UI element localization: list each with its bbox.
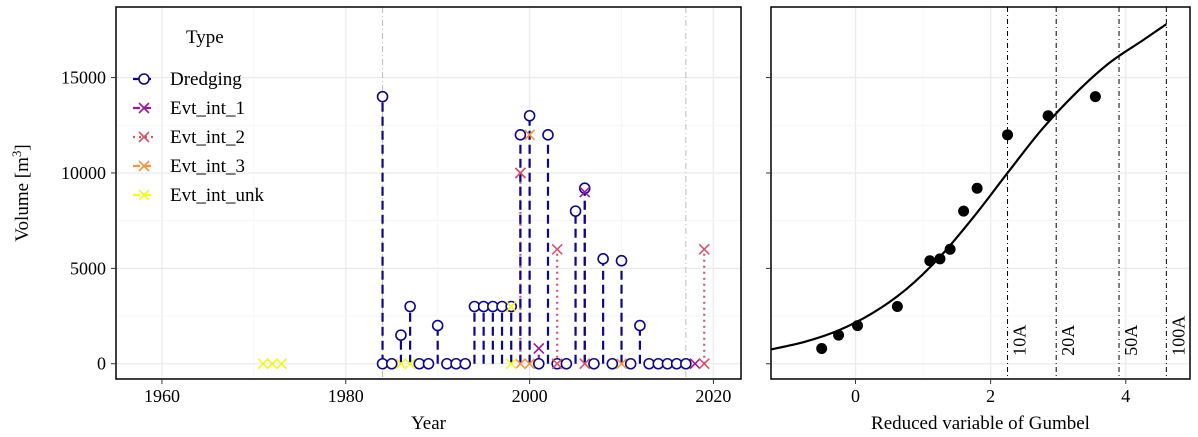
marker-dredging — [542, 129, 554, 141]
legend-label: Evt_int_2 — [170, 127, 245, 148]
panel-border — [770, 6, 1191, 380]
legend-key-marker — [138, 160, 150, 172]
y-tick-label: 0 — [97, 354, 106, 374]
marker-dredging — [597, 253, 609, 265]
legend-label: Evt_int_unk — [170, 185, 264, 206]
marker-dredging — [523, 109, 536, 122]
y-axis-title-superscript: 3 — [9, 151, 24, 158]
marker-dredging — [634, 319, 646, 332]
gumbel-fit-curve — [770, 23, 1167, 351]
y-tick-label: 15000 — [61, 68, 106, 88]
panel-border — [115, 6, 742, 380]
x-tick-label: 2 — [986, 386, 995, 406]
marker-dredging — [422, 357, 435, 370]
gumbel-point — [944, 243, 956, 255]
marker-evt_int_unk — [275, 358, 288, 370]
gumbel-point — [816, 342, 828, 354]
marker-dredging — [680, 357, 692, 370]
marker-evt_int_2 — [551, 243, 563, 255]
legend-item-evt_int_unk: Evt_int_unk — [133, 185, 264, 206]
x-axis-title: Year — [411, 413, 447, 434]
right-panel: 10A 20A 50A 100A 0 2 4 Reduced variable of Gumb… — [766, 6, 1191, 434]
legend-key-marker — [138, 73, 150, 85]
x-tick-label: 1980 — [328, 386, 364, 406]
marker-evt_int_2 — [579, 358, 591, 370]
legend-key-marker — [138, 131, 150, 143]
marker-evt_int_3 — [615, 358, 628, 370]
marker-dredging — [588, 357, 600, 370]
legend: Type Dredging Evt_int_1 Evt_int_2 Evt_int_3 E… — [133, 27, 264, 206]
marker-dredging — [532, 357, 545, 370]
gumbel-point — [852, 320, 864, 332]
legend-label: Dredging — [170, 69, 242, 90]
return-period-label: 10A — [1010, 325, 1030, 356]
marker-evt_int_unk — [505, 300, 517, 313]
legend-item-evt_int_2: Evt_int_2 — [133, 127, 245, 148]
return-period-label: 20A — [1058, 325, 1078, 356]
return-period-label: 100A — [1168, 316, 1188, 356]
marker-evt_int_2 — [698, 243, 710, 255]
gumbel-point — [1042, 110, 1054, 122]
marker-evt_int_unk — [395, 358, 407, 370]
marker-dredging — [514, 129, 527, 141]
marker-evt_int_unk — [257, 358, 269, 370]
gumbel-point — [891, 301, 903, 313]
marker-evt_int_2 — [514, 167, 526, 179]
marker-dredging — [569, 205, 582, 217]
y-axis-title-base: Volume [m — [12, 157, 33, 242]
marker-dredging — [395, 329, 407, 341]
marker-evt_int_3 — [524, 129, 536, 141]
legend-item-evt_int_1: Evt_int_1 — [133, 98, 245, 119]
gumbel-point — [1089, 91, 1101, 103]
marker-evt_int_2 — [551, 358, 563, 370]
marker-dredging — [624, 357, 637, 370]
x-tick-label: 0 — [851, 386, 860, 406]
y-tick-label: 5000 — [70, 258, 106, 278]
marker-dredging — [459, 357, 472, 370]
x-tick-label: 2000 — [512, 386, 548, 406]
gumbel-point — [924, 255, 936, 267]
legend-key-marker — [138, 189, 150, 201]
marker-evt_int_3 — [514, 358, 526, 370]
marker-dredging — [376, 90, 389, 103]
gumbel-point — [958, 205, 970, 217]
gumbel-point — [934, 253, 946, 265]
marker-dredging — [606, 357, 619, 370]
legend-title: Type — [186, 27, 224, 48]
x-tick-label: 4 — [1121, 386, 1130, 406]
y-axis-title: Volume [m3] — [9, 144, 33, 241]
marker-dredging — [404, 300, 416, 313]
marker-evt_int_unk — [266, 358, 278, 370]
gumbel-point — [833, 329, 845, 341]
marker-dredging — [560, 357, 573, 370]
legend-item-dredging: Dredging — [133, 69, 242, 90]
marker-dredging — [615, 254, 628, 267]
x-tick-label: 1960 — [144, 386, 180, 406]
legend-label: Evt_int_3 — [170, 156, 245, 177]
y-axis-title-end: ] — [12, 144, 33, 150]
marker-evt_int_1 — [579, 186, 591, 198]
gumbel-point — [971, 182, 983, 194]
marker-dredging — [385, 357, 398, 370]
marker-dredging — [578, 182, 591, 195]
legend-key-marker — [138, 102, 150, 114]
legend-label: Evt_int_1 — [170, 98, 245, 119]
gumbel-point — [1002, 129, 1014, 141]
marker-evt_int_unk — [404, 358, 416, 370]
return-period-label: 50A — [1121, 325, 1141, 356]
marker-dredging — [431, 319, 444, 332]
marker-evt_int_unk — [505, 358, 517, 370]
left-panel: 1960 1980 2000 2020 0 5000 10000 15000 Year Volum… — [9, 6, 742, 434]
marker-evt_int_1 — [689, 358, 701, 370]
y-tick-label: 10000 — [61, 163, 106, 183]
x-axis-title: Reduced variable of Gumbel — [871, 413, 1090, 434]
legend-item-evt_int_3: Evt_int_3 — [133, 156, 245, 177]
marker-evt_int_1 — [533, 342, 545, 355]
marker-evt_int_3 — [524, 358, 536, 370]
marker-evt_int_2 — [698, 358, 710, 370]
x-tick-label: 2020 — [695, 386, 731, 406]
